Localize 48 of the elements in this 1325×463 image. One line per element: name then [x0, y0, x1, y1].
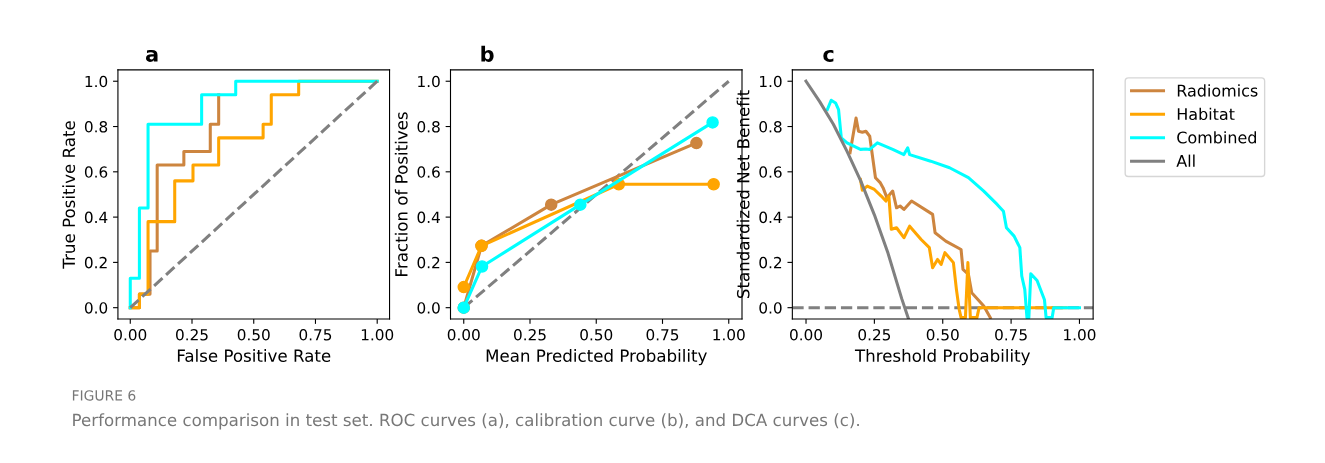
legend-label: Habitat: [1177, 107, 1235, 121]
x-tick-label: 0.75: [995, 329, 1027, 341]
x-tick-label: 0.75: [646, 329, 679, 341]
x-tick-label: 0.75: [299, 329, 332, 341]
y-tick-label: 0.6: [759, 166, 782, 178]
y-axis-title: Standardized Net Benefit: [736, 90, 750, 299]
y-tick-label: 1.0: [418, 75, 440, 88]
x-tick-label: 0.00: [790, 329, 823, 341]
x-tick-label: 0.25: [514, 329, 546, 341]
y-tick-label: 0.2: [84, 256, 107, 269]
legend-label: Combined: [1177, 131, 1256, 144]
x-tick-label: 0.50: [580, 329, 613, 341]
x-tick-label: 0.25: [858, 329, 891, 341]
y-tick-label: 0.8: [759, 120, 782, 133]
y-axis-title: True Positive Rate: [62, 121, 76, 269]
caption: FIGURE 6: [72, 390, 136, 401]
y-tick-label: 0.8: [417, 120, 440, 133]
y-tick-label: 0.4: [759, 211, 782, 224]
x-tick-label: 0.00: [447, 329, 480, 341]
y-tick-label: 0.2: [759, 256, 782, 269]
x-tick-label: 0.25: [176, 329, 208, 341]
y-tick-label: 0.4: [417, 211, 440, 224]
x-tick-label: 0.50: [237, 329, 270, 341]
x-tick-label: 1.00: [713, 329, 745, 341]
y-tick-label: 0.0: [84, 302, 108, 314]
x-tick-label: 1.00: [1064, 329, 1096, 341]
legend-label: All: [1176, 154, 1195, 167]
y-tick-label: 0.4: [84, 211, 108, 224]
text: Performance comparison in test set. ROC curves (a), calibration curve (b), and DCA curves (c).: [73, 413, 859, 430]
y-tick-label: 1.0: [760, 75, 782, 88]
y-axis-title: Fraction of Positives: [394, 112, 408, 276]
y-tick-label: 0.6: [84, 166, 108, 178]
x-tick-label: 0.50: [926, 329, 959, 341]
y-tick-label: 0.6: [417, 166, 440, 178]
y-tick-label: 0.2: [417, 256, 440, 269]
chart-title: c: [823, 49, 834, 62]
y-tick-label: 0.0: [417, 302, 440, 314]
x-tick-label: 1.00: [361, 329, 394, 341]
chart-title: a: [145, 49, 158, 62]
y-tick-label: 0.8: [84, 120, 108, 133]
x-tick-label: 0.00: [114, 329, 147, 341]
x-axis-title: Mean Predicted Probability: [486, 349, 707, 366]
x-axis-title: Threshold Probability: [854, 349, 1030, 366]
chart-title: b: [481, 45, 494, 62]
legend-label: Radiomics: [1177, 84, 1258, 97]
x-axis-title: False Positive Rate: [177, 349, 331, 362]
y-tick-label: 1.0: [85, 75, 108, 88]
y-tick-label: 0.0: [759, 302, 782, 314]
